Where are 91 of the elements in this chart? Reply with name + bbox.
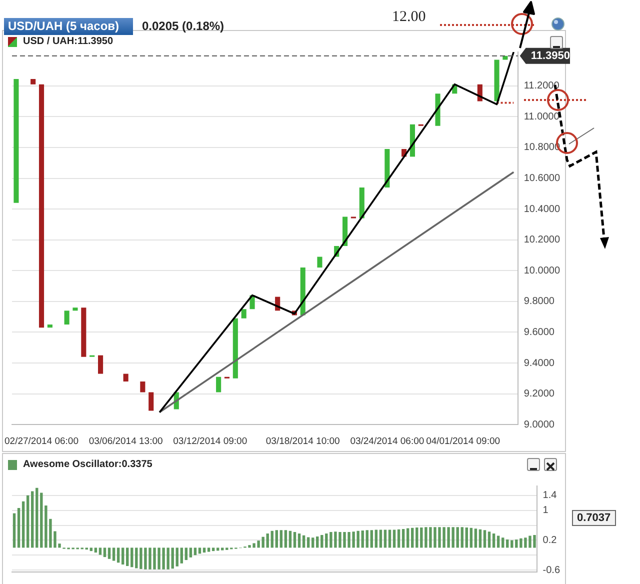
- y-tick-label: 11.2000: [524, 80, 560, 92]
- y-tick-label: 10.2000: [524, 234, 560, 246]
- bar: [510, 540, 514, 548]
- bar: [198, 548, 202, 554]
- text: 12.00: [392, 9, 426, 26]
- bar: [221, 548, 224, 550]
- bar: [384, 530, 387, 548]
- legend-label: Awesome Oscillator:0.3375: [23, 459, 152, 470]
- bar: [501, 538, 504, 548]
- bar: [496, 536, 500, 548]
- bar: [212, 548, 215, 552]
- bar: [483, 530, 486, 548]
- legend-label: USD / UAH:11.3950: [23, 36, 114, 47]
- chart-title: USD/UAH (5 часов): [4, 18, 134, 35]
- bar: [270, 530, 274, 548]
- y-tick-label: 11.0000: [524, 111, 560, 122]
- bar: [311, 538, 314, 548]
- bar: [103, 548, 106, 558]
- bar: [416, 528, 418, 548]
- bar: [379, 530, 382, 548]
- y-tick-label: 10.0000: [524, 265, 560, 276]
- bar: [36, 488, 38, 548]
- y-tick-label: 9.6000: [524, 326, 555, 338]
- bar: [31, 491, 34, 548]
- bar: [388, 530, 392, 548]
- x-tick-label: 04/01/2014 09:00: [426, 436, 500, 447]
- bar: [406, 528, 410, 548]
- bar: [470, 528, 473, 548]
- bar: [478, 529, 482, 548]
- bar: [370, 530, 374, 548]
- bar: [298, 533, 301, 548]
- bar: [492, 533, 496, 548]
- bar: [302, 535, 306, 548]
- bar: [316, 536, 319, 548]
- bar: [366, 530, 368, 548]
- bar: [293, 532, 296, 548]
- bar: [202, 548, 206, 553]
- bar: [116, 548, 120, 563]
- y-tick-label: 9.2000: [524, 388, 555, 400]
- y-tick-label: 9.4000: [524, 358, 555, 369]
- bar: [22, 501, 25, 548]
- text: 0.7037: [572, 510, 616, 526]
- bar: [94, 548, 98, 553]
- chart-subtitle: 0.0205 (0.18%): [142, 18, 224, 35]
- bar: [465, 528, 468, 548]
- bar: [284, 530, 288, 548]
- x-tick-label: 03/12/2014 09:00: [173, 436, 248, 447]
- bar: [460, 527, 464, 548]
- bar: [207, 548, 210, 552]
- ref-line-label: 11.3950: [530, 50, 570, 62]
- bar: [184, 548, 188, 560]
- y-tick-label: -0.6: [542, 564, 560, 576]
- x-tick-label: 03/24/2014 06:00: [350, 436, 424, 447]
- bar: [176, 548, 178, 566]
- y-tick-label: 10.4000: [524, 204, 560, 215]
- bar: [121, 548, 124, 565]
- bar: [275, 530, 278, 548]
- bar: [189, 548, 192, 558]
- bar: [194, 548, 197, 556]
- y-tick-label: 0.2: [542, 534, 558, 546]
- bar: [374, 530, 378, 548]
- bar: [90, 548, 93, 552]
- bar: [320, 534, 324, 548]
- bar: [288, 530, 292, 548]
- bar: [397, 529, 400, 548]
- y-tick-label: 10.6000: [524, 173, 560, 184]
- bar: [392, 530, 396, 548]
- x-tick-label: 03/18/2014 10:00: [266, 436, 340, 447]
- bar: [17, 508, 20, 548]
- bar: [26, 495, 30, 548]
- bar: [130, 548, 134, 568]
- bar: [280, 530, 283, 548]
- y-tick-label: 9.8000: [524, 296, 555, 308]
- bar: [402, 529, 405, 548]
- bar: [112, 548, 116, 561]
- bar: [180, 548, 183, 564]
- bar: [306, 537, 310, 548]
- x-tick-label: 03/06/2014 13:00: [88, 436, 163, 447]
- bar: [126, 548, 129, 566]
- bar: [98, 548, 102, 555]
- bar: [108, 548, 111, 559]
- bar: [488, 532, 491, 548]
- bar: [474, 528, 478, 548]
- x-tick-label: 02/27/2014 06:00: [4, 436, 78, 447]
- y-tick-label: 1: [542, 505, 549, 516]
- y-tick-label: 1.4: [542, 490, 558, 502]
- bar: [506, 539, 509, 548]
- bar: [411, 528, 414, 548]
- bar: [12, 513, 16, 548]
- y-tick-label: 9.0000: [524, 419, 555, 430]
- bar: [216, 548, 220, 551]
